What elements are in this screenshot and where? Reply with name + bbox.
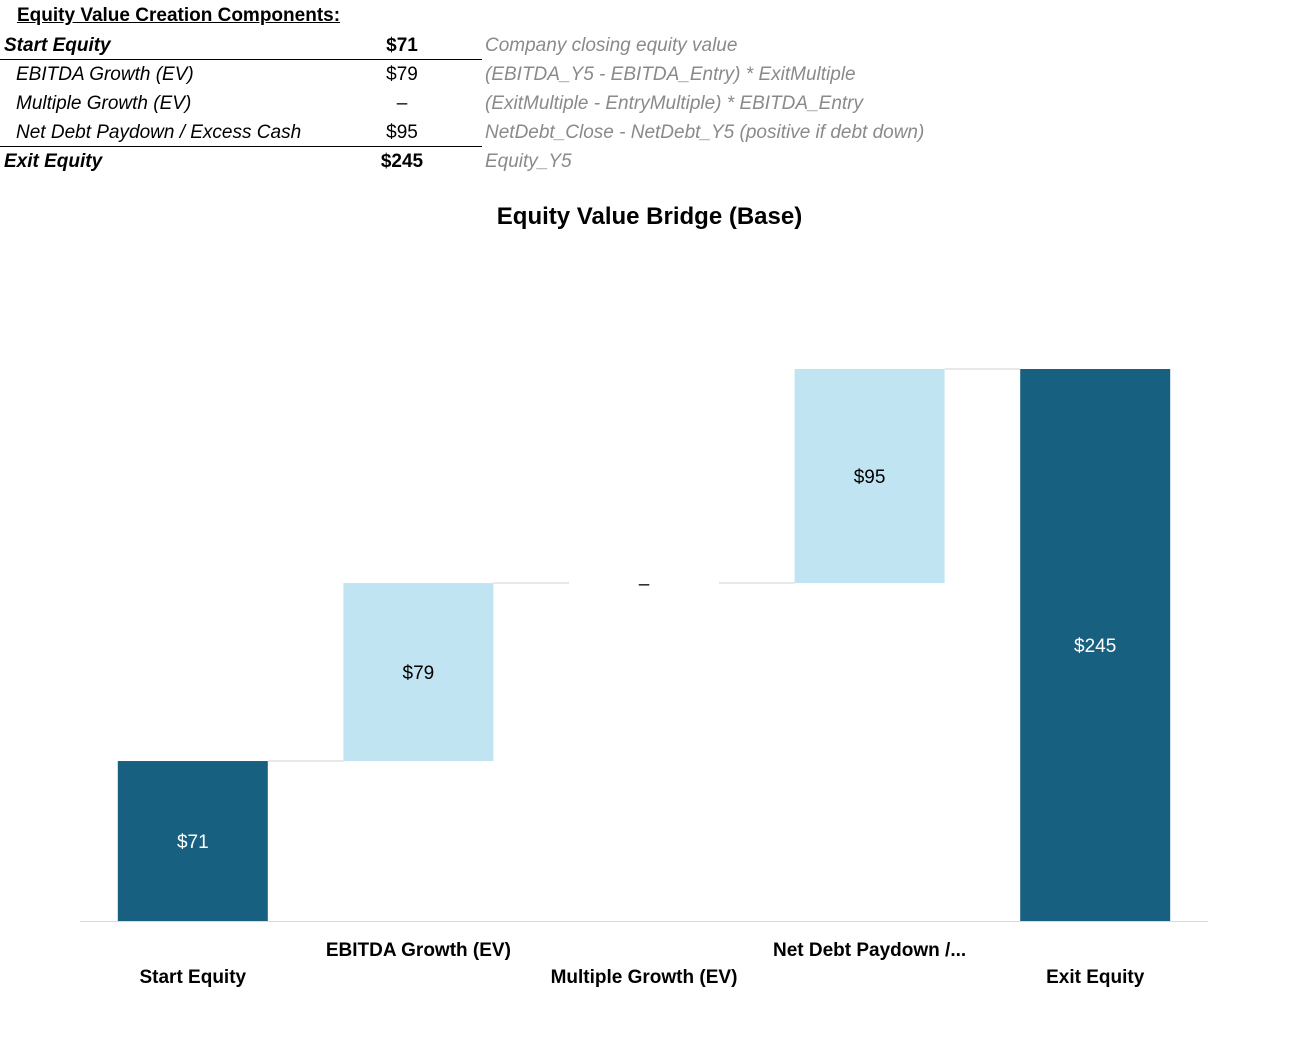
data-label-4: $245 [1074, 636, 1116, 657]
x-tick-label-1: EBITDA Growth (EV) [326, 940, 511, 961]
row-label: Multiple Growth (EV) [16, 93, 192, 114]
data-label-2: – [639, 574, 650, 595]
table-rule-top [0, 59, 482, 60]
row-label: Start Equity [4, 35, 111, 56]
row-value: – [396, 93, 408, 114]
data-label-3: $95 [854, 467, 886, 488]
row-value: $79 [386, 64, 418, 85]
chart-title: Equity Value Bridge (Base) [496, 203, 803, 230]
row-label: Exit Equity [4, 151, 103, 172]
table-row-multiple-growth: Multiple Growth (EV) – (ExitMultiple - E… [0, 89, 1000, 118]
table-heading: Equity Value Creation Components: [17, 5, 341, 26]
bar-3 [794, 369, 945, 584]
data-label-0: $71 [177, 832, 209, 853]
table-row-net-debt-paydown: Net Debt Paydown / Excess Cash $95 NetDe… [0, 118, 1000, 147]
bar-4 [1020, 369, 1171, 921]
x-tick-label-4: Exit Equity [1046, 967, 1145, 988]
table-rule-bottom [0, 146, 482, 147]
row-value: $95 [386, 122, 418, 143]
x-tick-label-3: Net Debt Paydown /... [773, 940, 966, 961]
row-formula: (ExitMultiple - EntryMultiple) * EBITDA_… [485, 93, 863, 114]
table-row-exit-equity: Exit Equity $245 Equity_Y5 [0, 147, 1000, 176]
row-formula: Company closing equity value [485, 35, 738, 56]
row-value: $71 [386, 35, 418, 56]
row-label: Net Debt Paydown / Excess Cash [16, 122, 302, 143]
data-label-1: $79 [403, 663, 435, 684]
x-tick-label-0: Start Equity [139, 967, 246, 988]
row-formula: Equity_Y5 [485, 151, 572, 172]
table-row-ebitda-growth: EBITDA Growth (EV) $79 (EBITDA_Y5 - EBIT… [0, 60, 1000, 89]
row-formula: (EBITDA_Y5 - EBITDA_Entry) * ExitMultipl… [485, 64, 856, 85]
bar-1 [343, 583, 494, 762]
table-row-start-equity: Start Equity $71 Company closing equity … [0, 31, 1000, 60]
x-tick-label-2: Multiple Growth (EV) [551, 967, 738, 988]
row-label: EBITDA Growth (EV) [16, 64, 194, 85]
row-formula: NetDebt_Close - NetDebt_Y5 (positive if … [485, 122, 925, 143]
row-value: $245 [380, 151, 424, 172]
bar-0 [117, 761, 268, 921]
